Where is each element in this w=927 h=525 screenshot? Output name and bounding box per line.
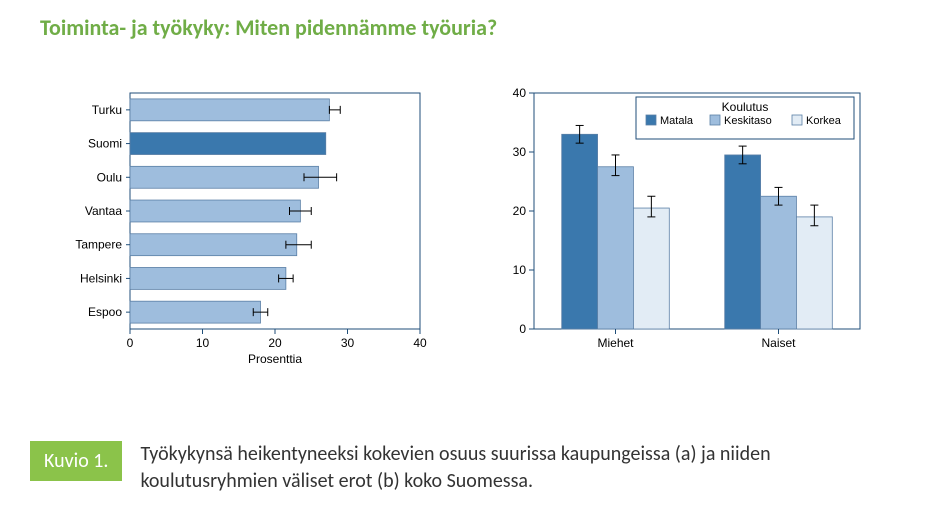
- svg-text:40: 40: [513, 86, 527, 100]
- svg-text:Turku: Turku: [92, 103, 122, 117]
- svg-text:Naiset: Naiset: [761, 336, 796, 350]
- page: Toiminta- ja työkyky: Miten pidennämme t…: [0, 0, 927, 525]
- svg-text:10: 10: [196, 336, 210, 350]
- figure-caption-text: Työkykynsä heikentyneeksi kokevien osuus…: [140, 441, 860, 495]
- svg-text:Suomi: Suomi: [88, 137, 122, 151]
- page-title: Toiminta- ja työkyky: Miten pidennämme t…: [40, 14, 497, 41]
- svg-text:Prosenttia: Prosenttia: [248, 352, 302, 366]
- svg-text:Korkea: Korkea: [806, 115, 842, 127]
- svg-text:20: 20: [268, 336, 282, 350]
- svg-text:40: 40: [413, 336, 427, 350]
- svg-text:Oulu: Oulu: [97, 170, 122, 184]
- svg-text:Keskitaso: Keskitaso: [724, 115, 772, 127]
- svg-text:20: 20: [513, 204, 527, 218]
- svg-text:30: 30: [341, 336, 355, 350]
- chart-b-grouped-bars: 0 10 20 30 40 Miehet Naiset Koulutus Matala Keski…: [498, 85, 868, 380]
- svg-text:Espoo: Espoo: [88, 305, 122, 319]
- figure-caption: Kuvio 1. Työkykynsä heikentyneeksi kokev…: [30, 441, 860, 495]
- svg-text:Tampere: Tampere: [75, 238, 122, 252]
- charts-row: 0 10 20 30 40 Prosenttia Turku Suomi Oulu Vantaa T…: [60, 85, 868, 380]
- svg-text:Helsinki: Helsinki: [80, 271, 122, 285]
- svg-text:0: 0: [519, 322, 526, 336]
- svg-text:Matala: Matala: [660, 115, 694, 127]
- svg-text:Vantaa: Vantaa: [85, 204, 122, 218]
- svg-text:Miehet: Miehet: [597, 336, 634, 350]
- svg-text:Koulutus: Koulutus: [722, 100, 769, 114]
- figure-badge: Kuvio 1.: [30, 441, 122, 481]
- svg-text:0: 0: [127, 336, 134, 350]
- chart-a-horizontal-bars: 0 10 20 30 40 Prosenttia Turku Suomi Oulu Vantaa T…: [60, 85, 430, 380]
- svg-text:30: 30: [513, 145, 527, 159]
- svg-text:10: 10: [513, 263, 527, 277]
